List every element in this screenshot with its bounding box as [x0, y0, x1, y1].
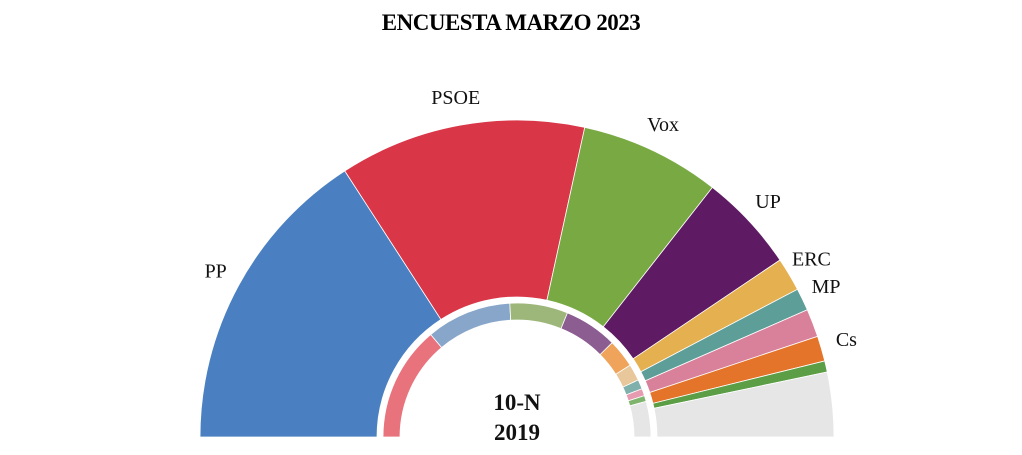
segment — [653, 371, 835, 438]
segment — [199, 170, 442, 438]
segment-label: MP — [812, 276, 841, 298]
segment-label: Cs — [836, 329, 857, 351]
center-label: 10-N — [493, 390, 541, 415]
segment — [509, 302, 568, 330]
segment-label: PSOE — [431, 87, 480, 109]
segment-label: PP — [205, 261, 227, 283]
segment-label: ERC — [792, 249, 831, 271]
chart-title: ENCUESTA MARZO 2023 — [382, 10, 640, 35]
segment — [344, 119, 586, 321]
segment — [629, 400, 652, 438]
segment-label: Vox — [647, 114, 679, 136]
center-label: 2019 — [494, 420, 540, 445]
segment-label: UP — [755, 191, 781, 213]
